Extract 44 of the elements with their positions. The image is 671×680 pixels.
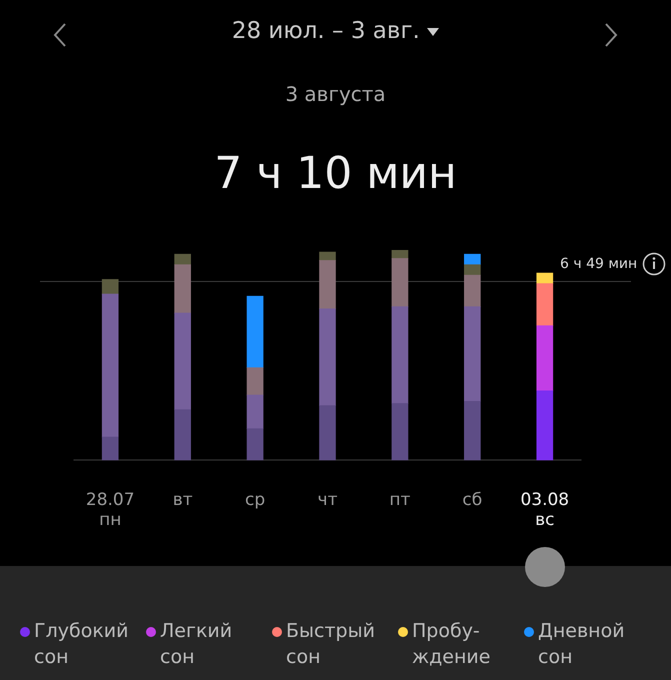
bar xyxy=(174,264,191,314)
x-tick-label: ср xyxy=(245,490,266,510)
x-tick-label: чт xyxy=(318,490,338,510)
bar xyxy=(319,252,336,261)
legend-label: Пробу- ждение xyxy=(412,619,490,670)
bar xyxy=(102,279,119,294)
bar xyxy=(464,274,481,308)
bar xyxy=(246,428,264,460)
legend-label: Быстрый сон xyxy=(286,619,376,670)
bar xyxy=(246,394,264,429)
x-tick-label: 03.08 вс xyxy=(520,490,570,530)
bar xyxy=(319,405,336,460)
bar xyxy=(392,250,408,259)
x-tick-label: 28.07 пн xyxy=(86,490,135,530)
ref-line-label: 6 ч 49 мин xyxy=(560,254,638,274)
chart-title: 28 июл. – 3 авг. xyxy=(230,18,421,44)
bar xyxy=(536,325,554,392)
bar xyxy=(319,308,336,406)
legend-label: Легкий сон xyxy=(160,619,234,670)
bar xyxy=(392,258,408,308)
legend-label: Дневной сон xyxy=(538,619,626,670)
bar xyxy=(392,403,408,460)
text: 7 ч 10 мин xyxy=(213,148,458,199)
bar xyxy=(464,306,481,402)
bar xyxy=(392,306,408,404)
bar xyxy=(246,296,264,368)
bar xyxy=(464,264,481,276)
chart-subtitle: 3 августа xyxy=(284,82,387,106)
bar xyxy=(536,272,554,284)
x-tick-label: вт xyxy=(172,490,193,510)
bar xyxy=(246,367,264,396)
bar xyxy=(464,401,481,460)
bar xyxy=(464,254,481,266)
bar xyxy=(102,436,119,460)
bar xyxy=(174,254,191,266)
bar xyxy=(536,283,554,326)
bar xyxy=(102,294,119,438)
bar xyxy=(319,260,336,310)
bar xyxy=(536,390,554,460)
bar xyxy=(174,409,191,460)
bar xyxy=(174,312,191,410)
x-tick-label: пт xyxy=(389,490,411,510)
legend-label: Глубокий сон xyxy=(34,619,130,670)
x-tick-label: сб xyxy=(462,490,482,510)
